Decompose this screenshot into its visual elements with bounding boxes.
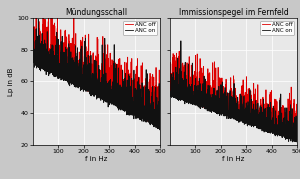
Title: Mündungsschall: Mündungsschall — [65, 8, 128, 17]
ANC on — [88, 87, 92, 89]
X-axis label: f in Hz: f in Hz — [222, 156, 245, 161]
ANC off — [177, 50, 181, 52]
ANC on — [37, 18, 40, 20]
ANC off — [227, 112, 231, 114]
Line: ANC off: ANC off — [34, 18, 160, 125]
ANC off — [90, 87, 94, 89]
ANC on — [169, 95, 172, 98]
ANC on — [90, 92, 94, 94]
X-axis label: f in Hz: f in Hz — [85, 156, 108, 161]
ANC off — [47, 65, 50, 67]
ANC off — [294, 139, 298, 141]
ANC on — [179, 40, 183, 42]
ANC off — [85, 82, 89, 84]
Legend: ANC off, ANC on: ANC off, ANC on — [260, 21, 294, 35]
ANC off — [225, 111, 229, 113]
ANC on — [295, 139, 299, 141]
ANC on — [184, 100, 188, 102]
ANC on — [42, 57, 45, 60]
ANC off — [158, 108, 162, 110]
ANC off — [223, 111, 226, 113]
Line: ANC on: ANC on — [34, 19, 160, 130]
Line: ANC off: ANC off — [171, 51, 297, 140]
ANC on — [158, 107, 162, 109]
ANC off — [179, 93, 182, 95]
Legend: ANC off, ANC on: ANC off, ANC on — [123, 21, 157, 35]
ANC on — [227, 92, 231, 94]
ANC on — [291, 141, 294, 143]
ANC on — [158, 129, 161, 131]
ANC on — [104, 99, 107, 101]
ANC off — [34, 17, 38, 19]
ANC off — [295, 136, 299, 139]
ANC on — [241, 119, 244, 122]
Title: Immissionspegel im Fernfeld: Immissionspegel im Fernfeld — [179, 8, 288, 17]
ANC on — [178, 93, 182, 95]
ANC off — [241, 108, 244, 110]
ANC on — [223, 112, 226, 114]
ANC off — [104, 65, 107, 67]
ANC off — [42, 64, 45, 66]
Line: ANC on: ANC on — [171, 41, 297, 142]
ANC off — [157, 124, 161, 126]
ANC on — [32, 62, 35, 64]
ANC off — [32, 47, 35, 49]
ANC off — [88, 91, 92, 93]
ANC off — [169, 61, 172, 64]
ANC on — [225, 118, 229, 120]
ANC on — [85, 89, 89, 91]
ANC off — [184, 96, 188, 99]
ANC on — [47, 73, 50, 75]
Y-axis label: Lp in dB: Lp in dB — [8, 67, 14, 96]
